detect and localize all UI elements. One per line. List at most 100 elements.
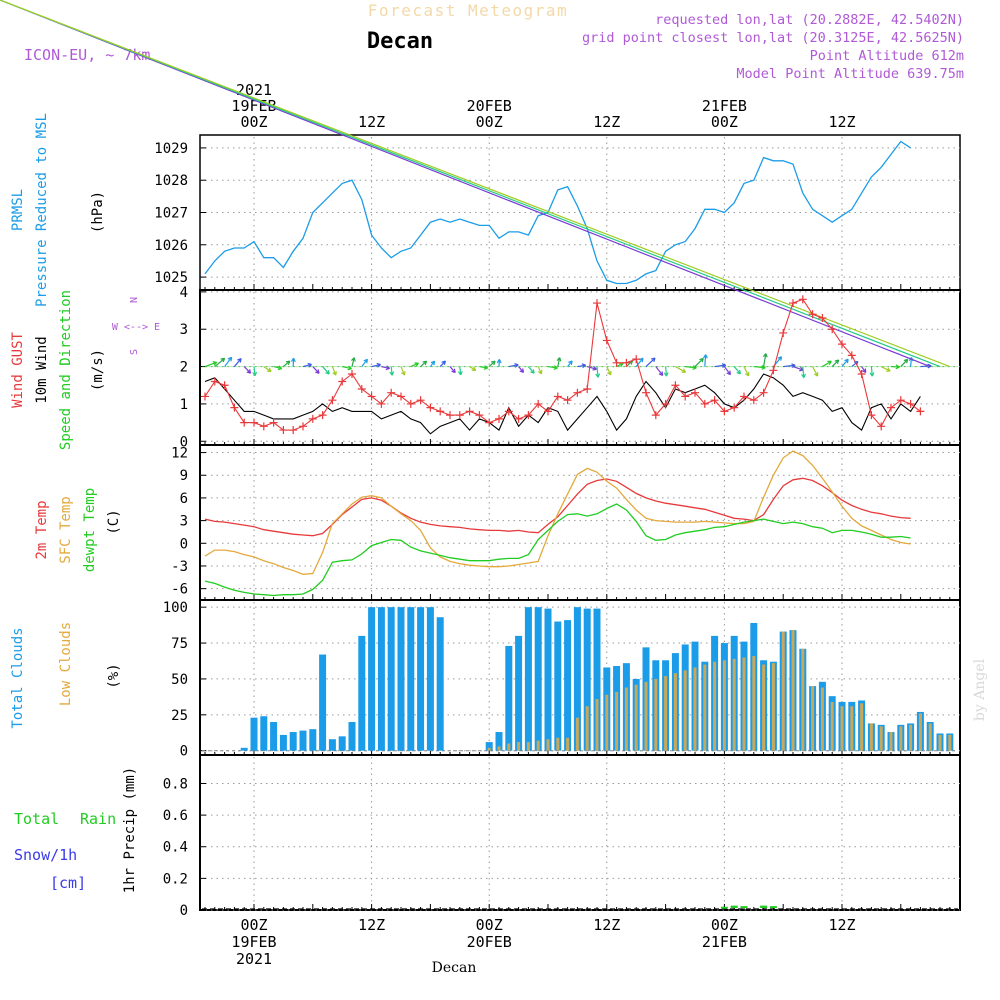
gust-marker	[377, 399, 386, 408]
gust-marker	[789, 299, 797, 308]
pressure-labels: PRMSL Pressure Reduced to MSL (hPa)	[10, 113, 106, 307]
y-tick-label: -3	[171, 559, 188, 575]
gust-marker	[563, 396, 572, 405]
bar-total-clouds	[358, 635, 366, 751]
wind-labels: Wind GUST 10m Wind Speed and Direction (…	[10, 290, 160, 450]
bar-low-clouds	[526, 742, 530, 751]
gust-marker	[779, 328, 788, 337]
direction-arrowhead	[745, 371, 750, 377]
direction-arrow	[831, 359, 840, 367]
gust-marker	[514, 414, 523, 423]
direction-arrowhead	[227, 356, 233, 362]
bar-low-clouds	[644, 681, 648, 751]
direction-arrowhead	[844, 358, 849, 364]
bar-low-clouds	[605, 694, 609, 751]
direction-arrow	[704, 354, 707, 367]
gust-marker	[740, 392, 748, 401]
direction-arrowhead	[347, 365, 352, 371]
wind-label-gust: Wind GUST	[10, 332, 26, 408]
bar-rain	[760, 905, 768, 908]
gust-marker	[877, 422, 886, 431]
bar-low-clouds	[713, 661, 717, 751]
y-tick-label: 100	[163, 600, 188, 616]
bar-rain	[769, 906, 777, 909]
precip-unit: 1hr Precip (mm)	[122, 767, 138, 893]
bar-low-clouds	[664, 676, 668, 751]
gust-marker	[524, 411, 533, 420]
direction-arrowhead	[246, 369, 252, 374]
gust-marker	[828, 325, 837, 334]
gust-marker	[749, 396, 758, 405]
direction-arrow	[459, 366, 462, 375]
gust-marker	[230, 403, 239, 412]
direction-arrowhead	[212, 361, 218, 366]
time-label-bottom: 12Z	[593, 916, 620, 934]
gust-marker	[426, 403, 435, 412]
direction-arrow	[400, 366, 406, 376]
y-tick-label: 4	[180, 285, 188, 301]
gust-marker	[201, 392, 209, 401]
direction-arrowhead	[363, 358, 368, 364]
y-tick-label: 3	[180, 322, 188, 338]
clouds-label-low: Low Clouds	[58, 622, 74, 706]
bar-low-clouds	[948, 734, 952, 751]
direction-arrowhead	[650, 357, 656, 363]
gust-marker	[406, 399, 415, 408]
model-altitude: Model Point Altitude 639.75m	[736, 66, 964, 82]
direction-arrow	[596, 366, 599, 378]
gust-marker	[367, 392, 376, 401]
direction-arrow	[625, 360, 633, 367]
bar-low-clouds	[909, 724, 913, 751]
direction-arrowhead	[277, 365, 283, 371]
direction-arrow	[331, 366, 337, 376]
bar-low-clouds	[595, 699, 599, 751]
direction-arrow	[0, 0, 951, 368]
direction-arrow	[655, 366, 664, 376]
bar-rain	[720, 906, 728, 909]
direction-arrow	[665, 366, 668, 377]
bar-low-clouds	[771, 663, 775, 751]
gust-marker	[691, 388, 699, 397]
gust-marker	[240, 418, 249, 427]
bar-low-clouds	[732, 658, 736, 751]
direction-arrowhead	[726, 370, 731, 376]
y-tick-label: 0.4	[163, 840, 188, 856]
bar-low-clouds	[840, 706, 844, 751]
watermark: by Angel	[972, 658, 988, 721]
direction-arrowhead	[658, 371, 664, 376]
bar-low-clouds	[703, 664, 707, 751]
gust-marker	[544, 407, 552, 416]
direction-arrow	[224, 356, 233, 367]
direction-arrow	[312, 366, 320, 374]
gust-marker	[397, 392, 405, 401]
gust-marker	[887, 403, 895, 412]
gust-marker	[612, 358, 621, 367]
direction-arrowhead	[237, 358, 242, 363]
direction-arrowhead	[325, 370, 330, 375]
gust-marker	[700, 399, 709, 408]
y-tick-label: 12	[171, 446, 188, 462]
gust-marker	[808, 310, 817, 319]
gust-marker	[661, 399, 670, 408]
bar-low-clouds	[889, 732, 893, 751]
point-altitude: Point Altitude 612m	[810, 48, 964, 64]
direction-arrow	[351, 357, 355, 367]
bar-low-clouds	[850, 706, 854, 751]
direction-arrowhead	[592, 365, 597, 371]
gust-marker	[328, 396, 337, 405]
gust-marker	[906, 399, 915, 408]
time-label-bottom: 2021	[236, 950, 272, 968]
direction-arrowhead	[556, 357, 562, 362]
time-label-top: 00Z	[476, 113, 503, 131]
series-sfc-temp	[204, 450, 911, 575]
y-tick-label: 0.8	[163, 776, 188, 792]
bar-total-clouds	[299, 730, 307, 751]
wind-label-10m: 10m Wind	[34, 336, 50, 403]
temp-label-2m: 2m Temp	[34, 500, 50, 559]
bar-total-clouds	[319, 654, 327, 751]
bar-total-clouds	[515, 635, 523, 751]
direction-arrow	[841, 358, 849, 367]
direction-arrowhead	[351, 357, 356, 362]
direction-arrow	[253, 366, 256, 376]
